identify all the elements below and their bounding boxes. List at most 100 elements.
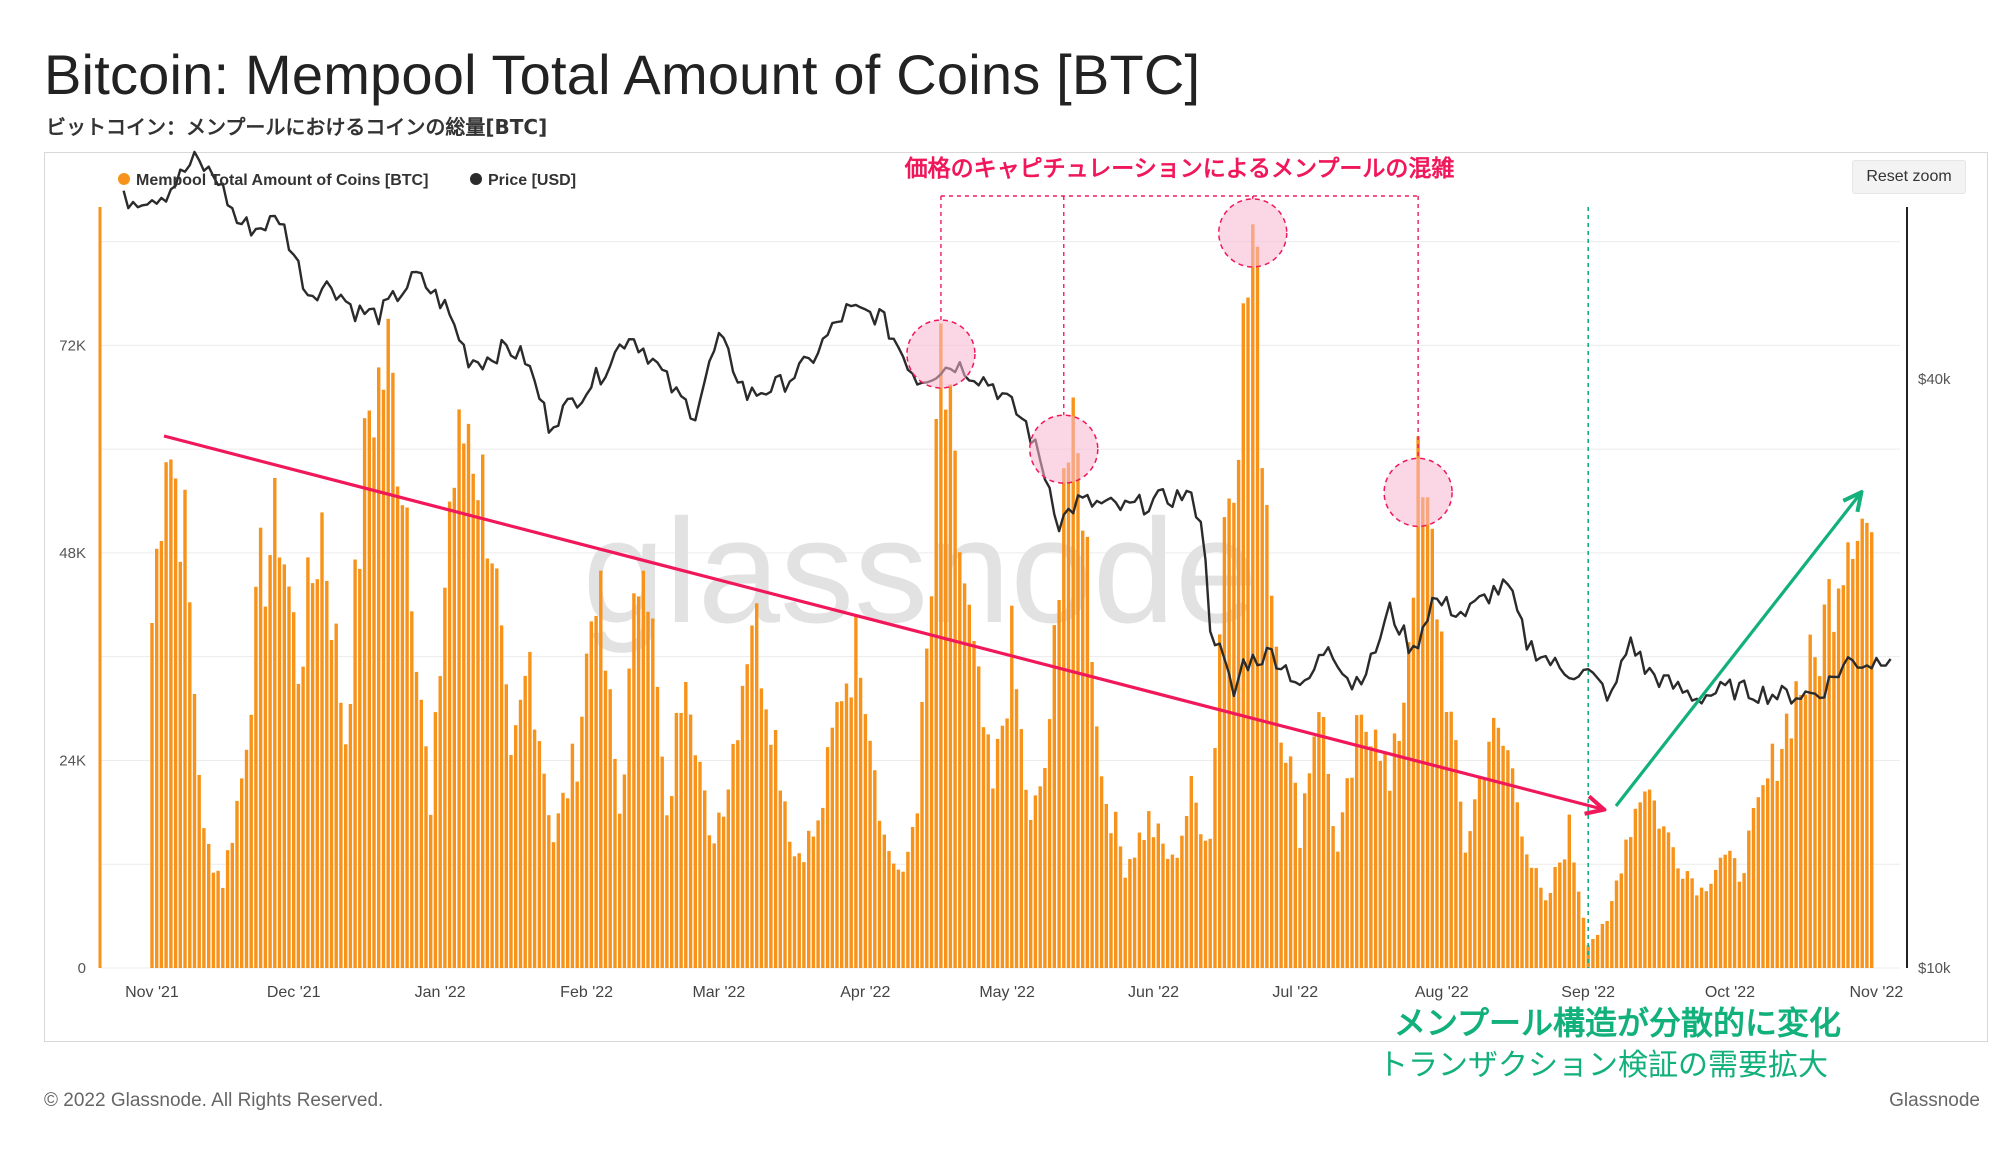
mempool-bar [202,828,206,968]
mempool-bar [1114,811,1118,968]
mempool-bar [618,813,622,968]
mempool-bar [282,564,286,968]
mempool-bar [1586,945,1590,968]
mempool-bar [1378,761,1382,968]
glassnode-watermark: glassnode [583,489,1258,654]
mempool-bar [622,774,627,968]
mempool-bar [495,568,499,968]
mempool-bar [504,684,508,968]
mempool-bar [920,702,924,968]
mempool-bar [1166,858,1170,968]
x-tick-label: May '22 [979,984,1035,1001]
mempool-bar [1709,883,1713,968]
mempool-bar [1000,725,1005,968]
mempool-bar [835,702,839,968]
mempool-bar [670,796,674,968]
mempool-bar [1180,835,1184,968]
mempool-bar [1482,779,1486,968]
mempool-bar [164,462,168,968]
x-tick-label: Oct '22 [1705,984,1755,1001]
mempool-bar [1411,597,1416,968]
mempool-bar [788,841,792,968]
mempool-bar [1851,559,1855,968]
mempool-bar [315,579,319,968]
mempool-bar [934,419,938,968]
mempool-bar [1444,712,1449,968]
mempool-bar [249,714,253,968]
mempool-bar [764,709,768,968]
mempool-bar [1241,303,1245,968]
mempool-bar [1742,873,1746,968]
legend[interactable]: Mempool Total Amount of Coins [BTC] Price… [118,172,576,189]
mempool-bar [844,683,849,968]
mempool-bar [1336,851,1340,968]
mempool-bar [594,615,598,968]
mempool-bar [1123,877,1127,968]
mempool-bar [518,699,523,968]
legend-item-label: Mempool Total Amount of Coins [BTC] [136,172,428,189]
mempool-bar [1449,711,1453,968]
mempool-bar [344,744,348,968]
mempool-bar [603,670,608,968]
mempool-bar [584,653,589,968]
grid-lines [100,241,1900,969]
mempool-bar [1638,802,1642,968]
mempool-bar [1643,791,1647,968]
mempool-bars [150,224,1874,969]
mempool-bar [873,770,877,968]
mempool-bar [627,668,631,968]
x-tick-label: Sep '22 [1561,984,1615,1001]
mempool-bar [481,454,485,968]
mempool-bar [1095,726,1099,968]
axes: 0 24K 48K 72K $10k $40k Nov '21 Dec '21 Jan '22 F… [59,207,1951,1001]
mempool-bar [977,666,981,968]
mempool-bar [1529,867,1534,968]
mempool-bar [1255,246,1260,968]
x-tick-label: Jan '22 [415,984,466,1001]
mempool-bar [471,473,475,968]
mempool-bar [1619,873,1623,968]
mempool-bar [1208,838,1212,968]
mempool-bar [684,682,688,968]
mempool-bar [225,850,230,968]
mempool-bar [296,683,301,968]
mempool-bar [457,409,461,968]
mempool-bar [1359,714,1364,968]
mempool-bar [1033,795,1038,968]
mempool-bar [1610,901,1614,968]
mempool-bar [1832,631,1836,968]
mempool-bar [1553,867,1557,968]
mempool-bar [1170,854,1175,968]
mempool-bar [1203,840,1208,968]
mempool-bar [1109,833,1113,968]
mempool-bar [1458,801,1463,968]
x-tick-label: Mar '22 [692,984,745,1001]
mempool-bar [1836,588,1841,968]
mempool-bar [414,671,419,968]
mempool-bar [1808,634,1812,968]
mempool-bar [1600,923,1605,968]
mempool-bar [1383,753,1387,968]
mempool-bar [773,730,778,968]
mempool-bar [840,701,844,968]
mempool-bar [1789,738,1793,968]
mempool-bar [1147,811,1151,968]
mempool-bar [849,697,853,968]
mempool-bar [292,612,296,968]
mempool-bar [726,789,730,968]
mempool-bar [1681,878,1685,968]
mempool-bar [532,729,537,968]
reset-zoom-button[interactable]: Reset zoom [1852,160,1966,194]
mempool-bar [1189,776,1193,968]
mempool-bar [1501,745,1505,968]
mempool-bar [537,741,542,968]
brand-text: Glassnode [1889,1090,1980,1111]
mempool-bar [159,541,164,968]
mempool-bar [797,853,801,968]
mempool-bar [1463,852,1468,968]
mempool-bar [410,611,414,968]
mempool-bar [1303,793,1307,968]
mempool-bar [1496,727,1501,968]
price-line [122,150,1892,705]
